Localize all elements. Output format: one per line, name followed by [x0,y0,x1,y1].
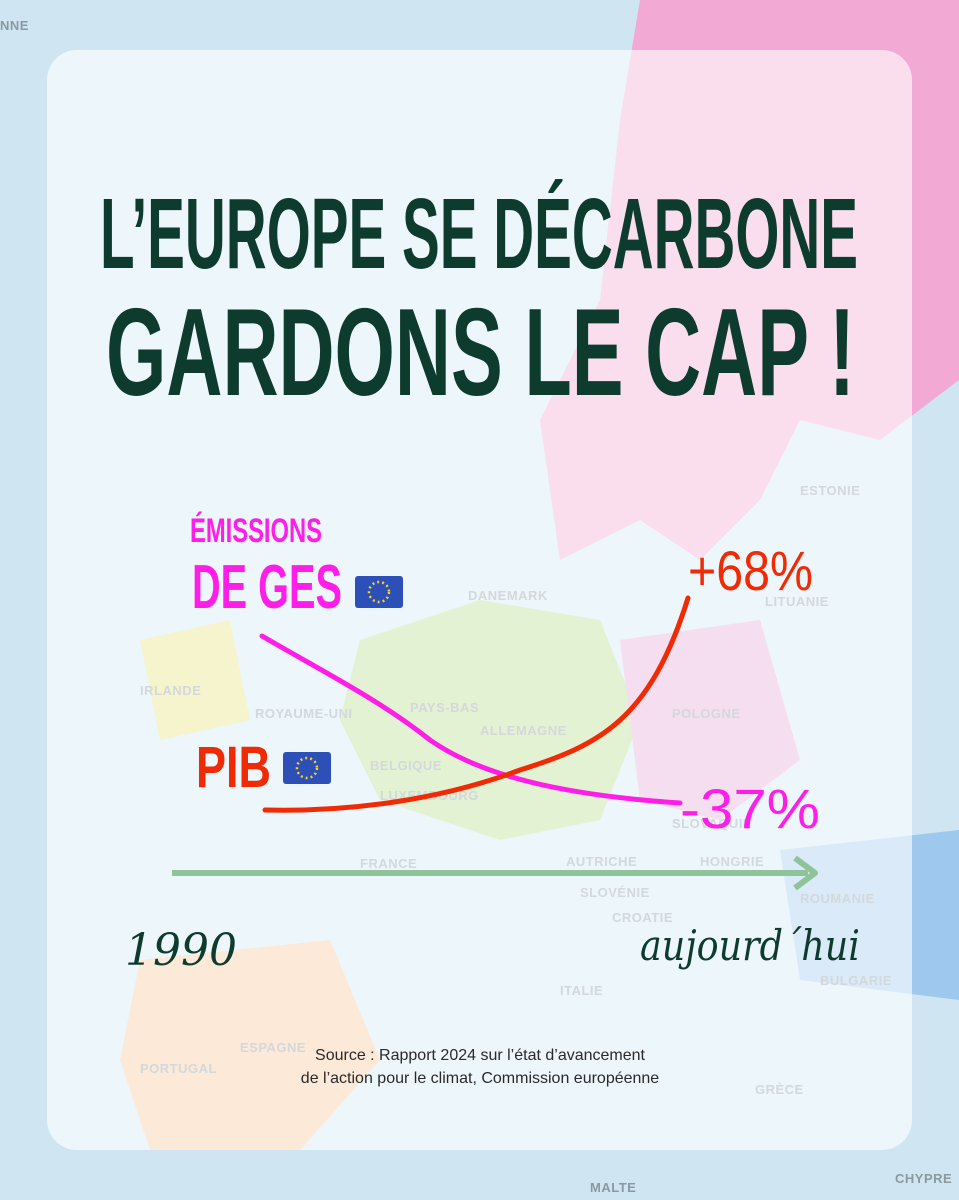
end-label: aujourd´hui [640,921,860,970]
eu-flag [355,576,403,608]
emissions-curve [259,633,683,806]
arrow-head [793,855,818,891]
gdp-label: PIB [196,735,271,800]
emissions-label: DE GES [192,553,342,622]
title-line: GARDONS LE CAP ! [106,284,855,422]
title-line: L’EUROPE SE DÉCARBONE [100,178,858,290]
gdp-change: +68% [688,539,813,602]
map-label: CHYPRE [895,1171,952,1186]
map-label: MALTE [590,1180,636,1195]
gdp-curve [262,595,691,813]
start-year: 1990 [125,925,237,976]
emissions-label: ÉMISSIONS [190,512,322,550]
source: de l’action pour le climat, Commission e… [301,1070,660,1087]
eu-flag [283,752,331,784]
emissions-change: -37% [680,777,820,840]
source: Source : Rapport 2024 sur l’état d’avanc… [315,1047,646,1064]
map-label: NNE [0,18,29,33]
